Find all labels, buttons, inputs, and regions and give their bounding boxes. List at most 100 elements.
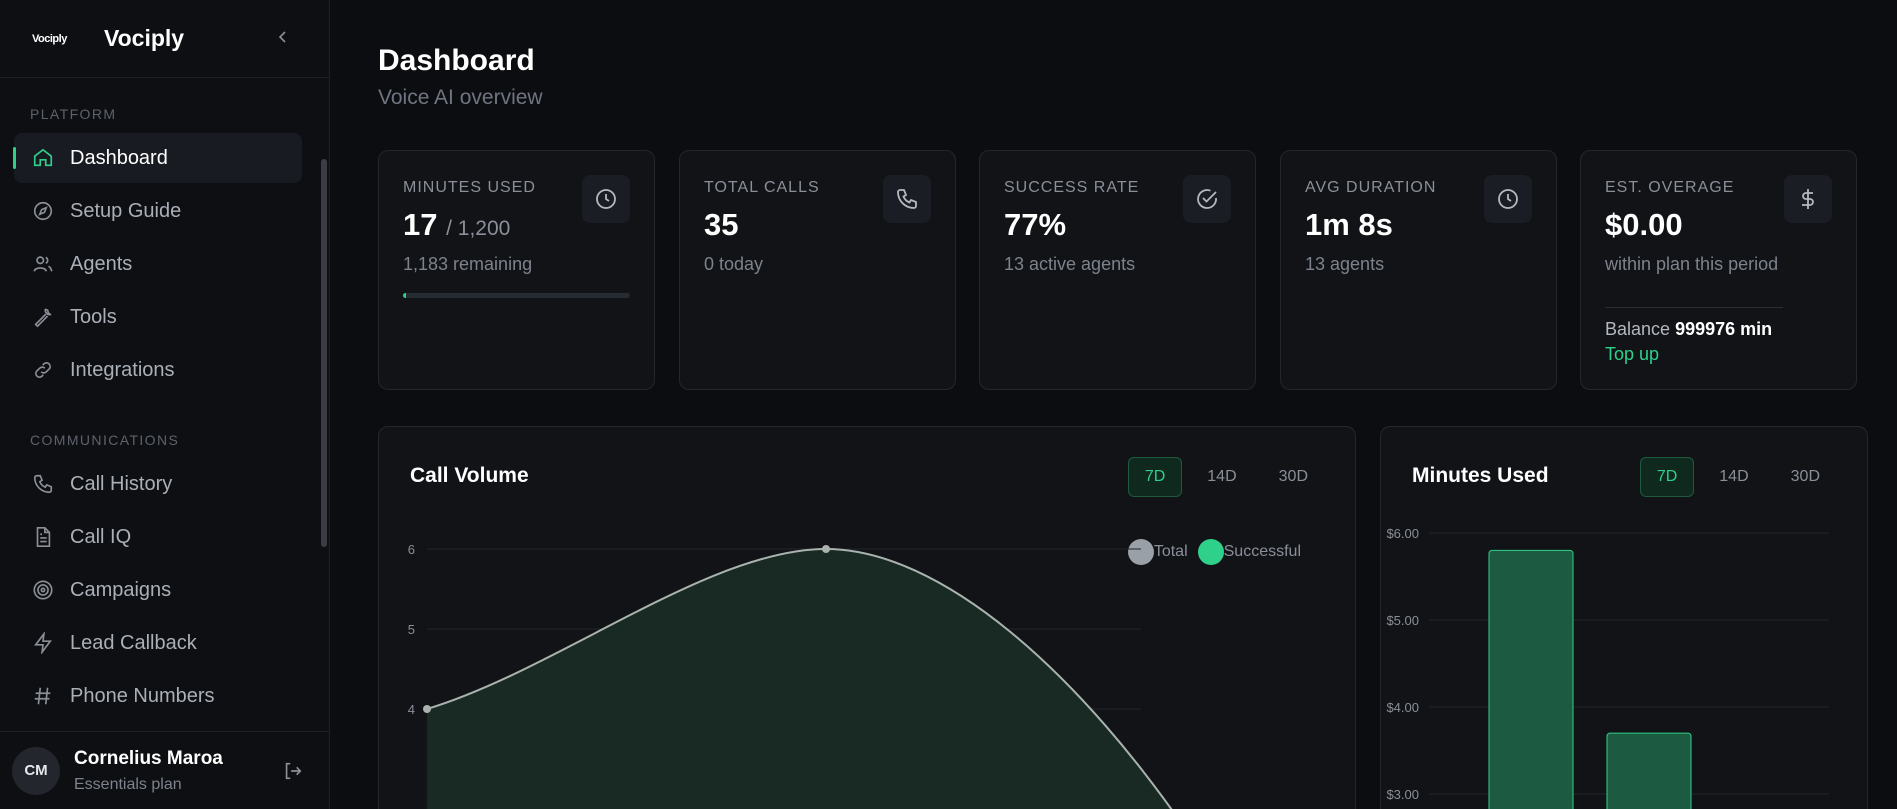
- sidebar-item-label: Setup Guide: [70, 199, 182, 222]
- series-area-total: [427, 549, 1172, 809]
- sidebar-item-campaigns[interactable]: Campaigns: [14, 565, 302, 615]
- brand-name: Vociply: [104, 25, 185, 51]
- stat-value: $0.00: [1605, 207, 1683, 242]
- sidebar-item-label: Agents: [70, 252, 133, 275]
- phone-icon: [30, 471, 56, 497]
- chart-legend: Total Successful: [1118, 539, 1301, 565]
- y-tick-label: 4: [408, 702, 415, 717]
- avatar: CM: [12, 746, 60, 795]
- hash-icon: [30, 683, 56, 709]
- nav-scroll-area[interactable]: PLATFORM Dashboard Setup Guide Agents: [0, 79, 329, 730]
- sidebar-item-label: Call History: [70, 472, 173, 495]
- sidebar-item-phone-numbers[interactable]: Phone Numbers: [14, 671, 302, 721]
- range-14d-button[interactable]: 14D: [1207, 468, 1237, 485]
- legend-swatch-successful: [1197, 539, 1224, 565]
- sidebar-scrollbar[interactable]: [321, 159, 327, 547]
- stat-value-suffix: / 1,200: [446, 217, 511, 240]
- stat-card-total-calls: TOTAL CALLS 35 0 today: [679, 150, 956, 390]
- sidebar-item-label: Dashboard: [70, 146, 168, 169]
- phone-icon: [883, 175, 931, 223]
- section-label-communications: COMMUNICATIONS: [30, 432, 180, 448]
- sidebar-item-label: Campaigns: [70, 578, 172, 601]
- document-icon: [30, 524, 56, 550]
- sidebar-item-label: Phone Numbers: [70, 684, 215, 707]
- divider: [1605, 307, 1783, 308]
- stat-value: 1m 8s: [1305, 207, 1393, 242]
- sidebar-item-label: Tools: [70, 305, 117, 328]
- collapse-sidebar-icon[interactable]: [273, 27, 293, 47]
- stat-label: SUCCESS RATE: [1004, 179, 1140, 196]
- bar: [1606, 732, 1692, 809]
- stat-card-minutes-used: MINUTES USED 17 / 1,200 1,183 remaining: [378, 150, 655, 390]
- brand-header: Vociply Vociply: [0, 0, 329, 78]
- range-30d-button[interactable]: 30D: [1278, 468, 1308, 485]
- clock-icon: [582, 175, 630, 223]
- stat-value: 17 / 1,200: [403, 207, 511, 242]
- stat-label: AVG DURATION: [1305, 179, 1437, 196]
- sidebar-item-dashboard[interactable]: Dashboard: [13, 133, 302, 183]
- y-tick-label: $6.00: [1386, 526, 1419, 541]
- users-icon: [30, 251, 56, 277]
- stat-label: TOTAL CALLS: [704, 179, 820, 196]
- user-name: Cornelius Maroa: [74, 747, 223, 769]
- page-subtitle: Voice AI overview: [378, 86, 543, 109]
- link-icon: [30, 357, 56, 383]
- stat-sub: 1,183 remaining: [403, 254, 533, 274]
- sidebar: Vociply Vociply PLATFORM Dashboard Setup…: [0, 0, 330, 809]
- range-30d-button[interactable]: 30D: [1790, 468, 1820, 485]
- main-content: Dashboard Voice AI overview MINUTES USED…: [331, 0, 1897, 809]
- target-icon: [30, 577, 56, 603]
- top-up-link[interactable]: Top up: [1605, 344, 1660, 364]
- data-point: [822, 545, 830, 553]
- wrench-icon: [30, 304, 56, 330]
- y-tick-label: 6: [408, 542, 415, 557]
- range-selector: 7D 14D 30D: [1120, 457, 1325, 497]
- progress-fill: [403, 293, 407, 298]
- legend-swatch-total: [1127, 539, 1154, 565]
- range-7d-button[interactable]: 7D: [1127, 457, 1183, 497]
- balance-text: Balance 999976 min: [1605, 319, 1773, 339]
- panel-title: Call Volume: [410, 464, 529, 487]
- sidebar-item-label: Lead Callback: [70, 631, 197, 654]
- stat-label: EST. OVERAGE: [1605, 179, 1735, 196]
- range-selector: 7D 14D 30D: [1632, 457, 1837, 497]
- stat-label: MINUTES USED: [403, 179, 536, 196]
- logout-icon[interactable]: [282, 760, 304, 787]
- sidebar-item-tools[interactable]: Tools: [14, 292, 302, 342]
- stat-card-est-overage: EST. OVERAGE $0.00 within plan this peri…: [1580, 150, 1857, 390]
- range-7d-button[interactable]: 7D: [1639, 457, 1695, 497]
- sidebar-item-label: Call IQ: [70, 525, 132, 548]
- stat-sub: within plan this period: [1605, 254, 1779, 274]
- y-tick-label: $5.00: [1386, 613, 1419, 628]
- y-tick-label: $3.00: [1386, 787, 1419, 802]
- stat-value: 35: [704, 207, 739, 242]
- sidebar-item-agents[interactable]: Agents: [14, 239, 302, 289]
- check-circle-icon: [1183, 175, 1231, 223]
- sidebar-item-integrations[interactable]: Integrations: [14, 345, 302, 395]
- minutes-used-panel: Minutes Used 7D 14D 30D $6.00 $5.00 $4.00 $…: [1380, 426, 1868, 809]
- stat-sub: 13 agents: [1305, 254, 1385, 274]
- stat-card-avg-duration: AVG DURATION 1m 8s 13 agents: [1280, 150, 1557, 390]
- compass-icon: [30, 198, 56, 224]
- sidebar-item-lead-callback[interactable]: Lead Callback: [14, 618, 302, 668]
- sidebar-item-setup-guide[interactable]: Setup Guide: [14, 186, 302, 236]
- panel-title: Minutes Used: [1412, 464, 1549, 487]
- stat-value: 77%: [1004, 207, 1067, 242]
- home-icon: [30, 145, 56, 171]
- minutes-used-chart: $6.00 $5.00 $4.00 $3.00: [1386, 526, 1829, 809]
- sidebar-item-label: Integrations: [70, 358, 175, 381]
- range-14d-button[interactable]: 14D: [1719, 468, 1749, 485]
- brand-logo[interactable]: Vociply: [32, 32, 67, 45]
- lightning-icon: [30, 630, 56, 656]
- user-plan: Essentials plan: [74, 775, 182, 793]
- user-profile[interactable]: CM Cornelius Maroa Essentials plan: [0, 731, 330, 809]
- stat-sub: 0 today: [704, 254, 764, 274]
- dollar-icon: [1784, 175, 1832, 223]
- sidebar-item-call-history[interactable]: Call History: [14, 459, 302, 509]
- sidebar-item-call-iq[interactable]: Call IQ: [14, 512, 302, 562]
- clock-icon: [1484, 175, 1532, 223]
- call-volume-panel: Call Volume 7D 14D 30D Total Successful …: [378, 426, 1356, 809]
- y-tick-label: $4.00: [1386, 700, 1419, 715]
- y-tick-label: 5: [408, 622, 415, 637]
- stat-sub: 13 active agents: [1004, 254, 1136, 274]
